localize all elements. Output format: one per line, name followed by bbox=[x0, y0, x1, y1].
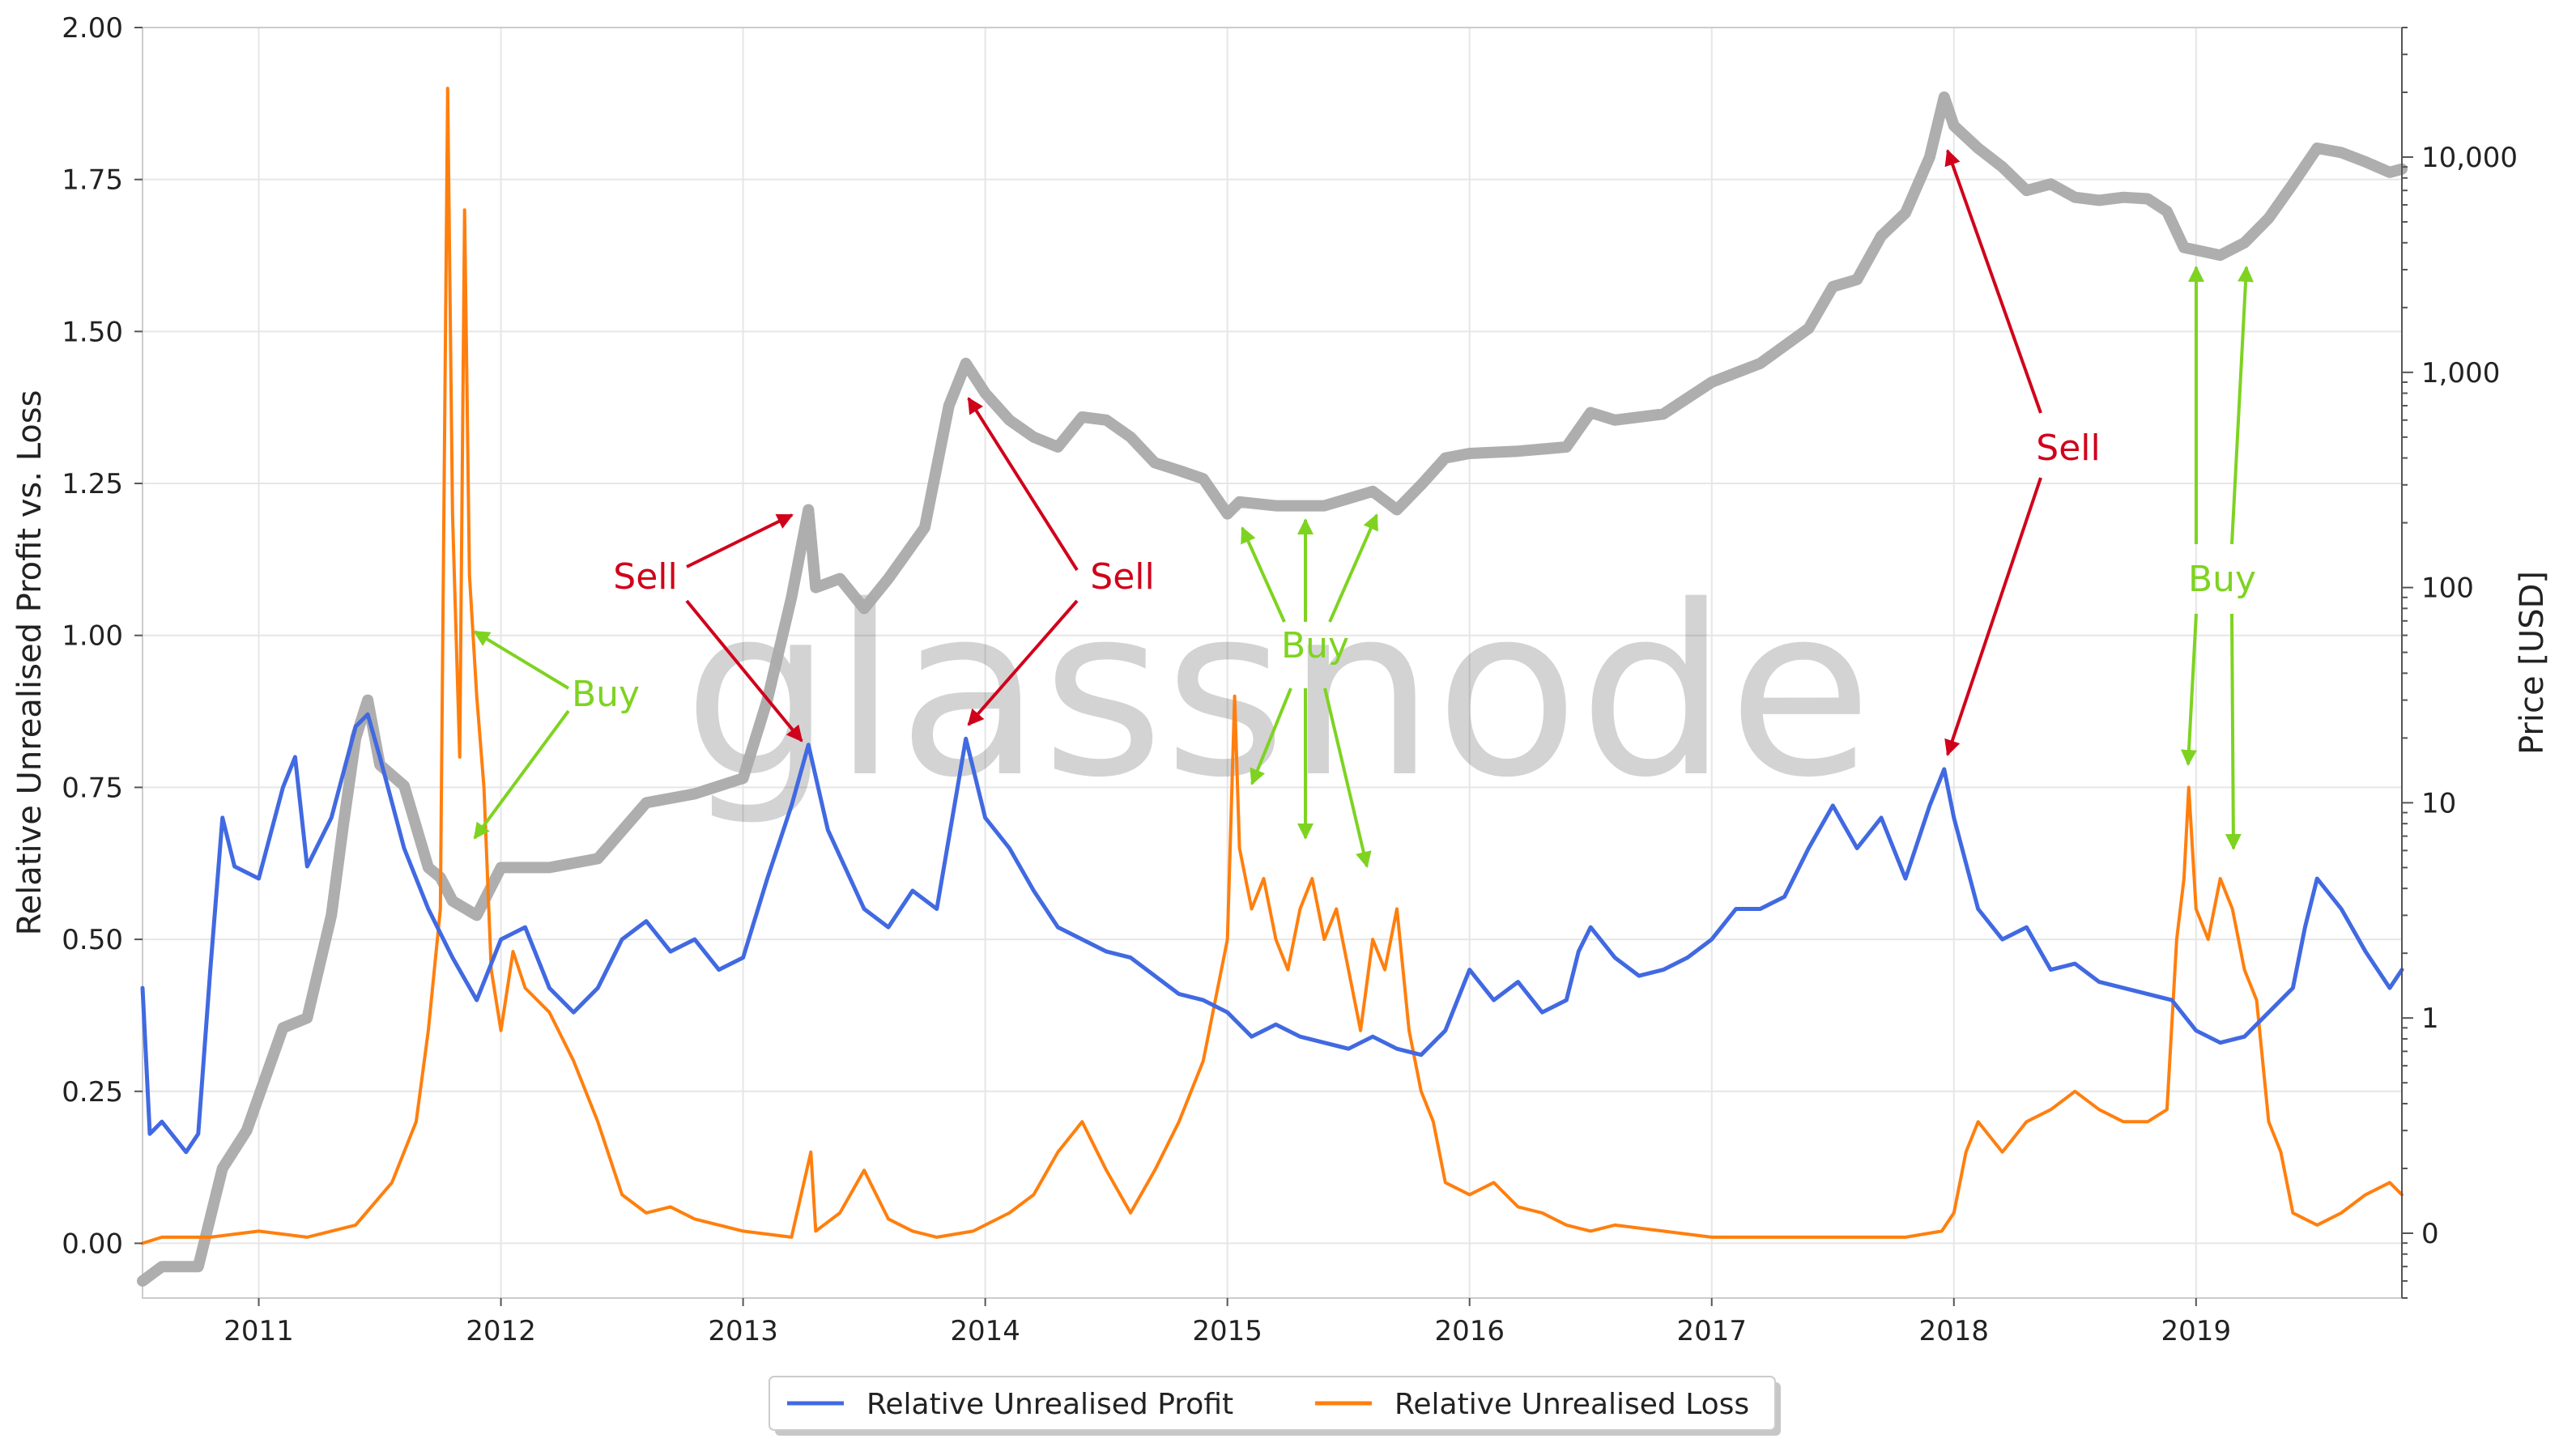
y-left-tick-label: 1.50 bbox=[62, 316, 123, 348]
legend-box bbox=[769, 1376, 1776, 1431]
sell-label: Sell bbox=[613, 556, 677, 598]
legend: Relative Unrealised Profit Relative Unrea… bbox=[769, 1376, 1781, 1436]
y-left-tick-label: 2.00 bbox=[62, 12, 123, 45]
series-price-line bbox=[137, 91, 2408, 1287]
sell-arrow bbox=[967, 397, 1079, 572]
x-axis: 2011 2012 2013 2014 2015 2016 2017 2018 2019 bbox=[224, 1298, 2231, 1347]
watermark-text: glassnode bbox=[683, 556, 1872, 829]
x-tick-label: 2018 bbox=[1919, 1315, 1990, 1347]
buy-label: Buy bbox=[2188, 559, 2256, 600]
x-tick-label: 2013 bbox=[708, 1315, 778, 1347]
y-axis-right-title: Price [USD] bbox=[2514, 571, 2551, 755]
buy-arrow bbox=[473, 630, 570, 690]
y-axis-left-title: Relative Unrealised Profit vs. Loss bbox=[11, 390, 49, 936]
y-left-tick-label: 1.25 bbox=[62, 468, 123, 500]
x-tick-label: 2012 bbox=[466, 1315, 536, 1347]
buy-arrow bbox=[1328, 513, 1378, 623]
x-tick-label: 2017 bbox=[1676, 1315, 1747, 1347]
y-right-tick-label: 0 bbox=[2421, 1218, 2439, 1250]
annotations: Buy Sell Sell Buy Sell Buy bbox=[473, 149, 2256, 868]
y-axis-right: 0 1 10 100 1,000 10,000 bbox=[2401, 27, 2518, 1299]
series-profit-line bbox=[140, 712, 2404, 1155]
y-left-tick-label: 1.75 bbox=[62, 164, 123, 197]
y-left-tick-label: 0.75 bbox=[62, 772, 123, 804]
sell-arrow bbox=[686, 513, 794, 568]
x-tick-label: 2016 bbox=[1434, 1315, 1505, 1347]
buy-label: Buy bbox=[572, 674, 640, 715]
sell-arrow bbox=[967, 599, 1079, 726]
buy-arrow bbox=[1250, 687, 1292, 785]
legend-label-loss: Relative Unrealised Loss bbox=[1394, 1388, 1749, 1421]
x-tick-label: 2011 bbox=[224, 1315, 294, 1347]
y-left-tick-label: 0.25 bbox=[62, 1076, 123, 1109]
y-right-tick-label: 100 bbox=[2421, 572, 2474, 605]
sell-arrow bbox=[685, 599, 803, 743]
buy-label: Buy bbox=[1281, 625, 1349, 666]
buy-arrow bbox=[2180, 613, 2198, 766]
buy-arrow bbox=[473, 709, 570, 840]
sell-arrow bbox=[1944, 149, 2042, 414]
y-left-tick-label: 0.00 bbox=[62, 1228, 123, 1260]
buy-arrow bbox=[1323, 687, 1372, 868]
y-axis-left: 0.00 0.25 0.50 0.75 1.00 1.25 1.50 1.75 2.00 bbox=[62, 12, 143, 1260]
x-tick-label: 2014 bbox=[950, 1315, 1020, 1347]
buy-arrow bbox=[2225, 613, 2242, 850]
x-tick-label: 2015 bbox=[1192, 1315, 1262, 1347]
legend-label-profit: Relative Unrealised Profit bbox=[866, 1388, 1233, 1421]
sell-label: Sell bbox=[1090, 556, 1154, 598]
x-tick-label: 2019 bbox=[2161, 1315, 2232, 1347]
y-right-tick-label: 1 bbox=[2421, 1002, 2439, 1035]
y-right-tick-label: 1,000 bbox=[2421, 357, 2500, 389]
sell-label: Sell bbox=[2036, 428, 2100, 469]
y-left-tick-label: 0.50 bbox=[62, 924, 123, 956]
y-right-tick-label: 10 bbox=[2421, 787, 2456, 819]
y-left-tick-label: 1.00 bbox=[62, 620, 123, 653]
series-loss-line bbox=[141, 87, 2404, 1245]
y-right-tick-label: 10,000 bbox=[2421, 142, 2518, 174]
sell-arrow bbox=[1944, 477, 2042, 756]
buy-arrow bbox=[2230, 266, 2255, 545]
buy-arrow bbox=[1241, 526, 1286, 623]
series-layer bbox=[137, 87, 2408, 1287]
